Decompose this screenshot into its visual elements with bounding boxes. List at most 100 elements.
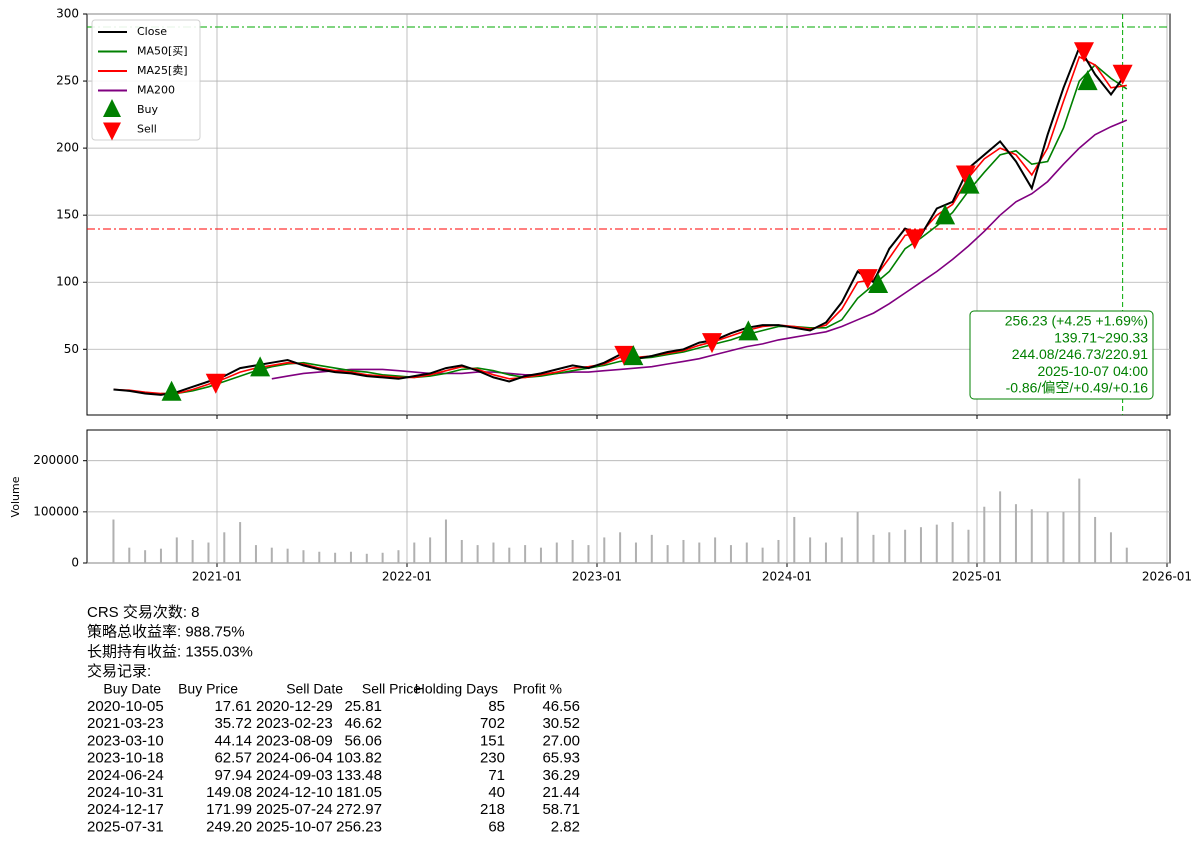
- table-cell: 36.29: [542, 767, 580, 784]
- volume-bar: [650, 534, 653, 563]
- volume-bar: [777, 539, 780, 563]
- legend-label: Sell: [137, 123, 157, 136]
- volume-bar: [1109, 532, 1112, 563]
- buy-marker: [1077, 70, 1098, 91]
- volume-bar: [191, 539, 194, 563]
- summary-line: 交易记录:: [87, 662, 151, 680]
- volume-bar: [745, 542, 748, 563]
- info-text: 139.71~290.33: [1054, 329, 1148, 345]
- sell-marker: [904, 229, 925, 250]
- sell-marker: [857, 269, 878, 290]
- buy-marker: [738, 320, 759, 341]
- series-line: [271, 119, 1128, 380]
- y-tick-label: 250: [56, 74, 79, 88]
- table-cell: 2025-07-31: [87, 818, 164, 835]
- table-cell: 133.48: [336, 767, 382, 784]
- volume-bar: [1062, 511, 1065, 563]
- table-cell: 2024-09-03: [256, 767, 333, 784]
- volume-bar: [587, 545, 590, 563]
- volume-bar: [935, 524, 938, 563]
- table-cell: 30.52: [542, 715, 580, 732]
- volume-bar: [983, 506, 986, 563]
- volume-bar: [682, 539, 685, 563]
- volume-bar: [270, 547, 273, 563]
- volume-bar: [302, 550, 305, 563]
- table-cell: 2023-10-18: [87, 750, 164, 767]
- volume-bar: [429, 537, 432, 563]
- legend-swatch: [103, 99, 121, 117]
- legend-swatch: [103, 122, 121, 141]
- y-tick-label: 300: [56, 7, 79, 21]
- table-cell: 58.71: [542, 801, 580, 818]
- volume-bar: [365, 553, 368, 563]
- volume-bar: [729, 545, 732, 563]
- legend-box: [91, 19, 201, 141]
- buy-marker: [250, 356, 271, 377]
- table-cell: 181.05: [336, 784, 382, 801]
- volume-bar: [761, 547, 764, 563]
- y-tick-label: 50: [64, 342, 79, 356]
- table-cell: 46.62: [344, 715, 382, 732]
- table-cell: 702: [480, 715, 505, 732]
- volume-bar: [666, 545, 669, 563]
- table-cell: 2024-10-31: [87, 784, 164, 801]
- table-cell: 2.82: [551, 818, 580, 835]
- y-tick-label: 0: [71, 556, 79, 570]
- volume-bar: [999, 491, 1002, 563]
- volume-bar: [318, 551, 321, 563]
- volume-bar: [492, 542, 495, 563]
- table-cell: 2024-12-17: [87, 801, 164, 818]
- table-cell: 2020-10-05: [87, 698, 164, 715]
- volume-bar: [1125, 547, 1128, 563]
- volume-bar: [413, 542, 416, 563]
- table-cell: 218: [480, 801, 505, 818]
- volume-bar: [1030, 509, 1033, 563]
- summary-line: 长期持有收益: 1355.03%: [87, 643, 253, 660]
- info-text: -0.86/偏空/+0.49/+0.16: [1006, 380, 1149, 396]
- table-cell: 68: [488, 818, 505, 835]
- volume-bar: [223, 532, 226, 563]
- table-cell: 97.94: [214, 767, 252, 784]
- volume-bar: [856, 511, 859, 563]
- table-cell: 35.72: [214, 715, 252, 732]
- table-cell: 2023-03-10: [87, 732, 164, 749]
- volume-bar: [1094, 516, 1097, 563]
- table-cell: 272.97: [336, 801, 382, 818]
- volume-bar: [872, 534, 875, 563]
- volume-bar: [824, 542, 827, 563]
- info-text: 2025-10-07 04:00: [1037, 363, 1148, 379]
- sell-marker: [701, 333, 722, 354]
- table-header: Holding Days: [415, 681, 498, 697]
- buy-marker: [959, 173, 980, 194]
- y-tick-label: 100: [56, 275, 79, 289]
- table-cell: 151: [480, 732, 505, 749]
- volume-bar: [444, 519, 447, 563]
- table-cell: 62.57: [214, 750, 252, 767]
- volume-frame: [86, 429, 1171, 564]
- volume-bar: [508, 547, 511, 563]
- table-cell: 25.81: [344, 698, 382, 715]
- table-cell: 171.99: [206, 801, 252, 818]
- y-tick-label: 100000: [33, 504, 79, 518]
- volume-bar: [207, 542, 210, 563]
- y-axis-label: Volume: [9, 476, 22, 517]
- volume-bar: [397, 550, 400, 563]
- table-header: Buy Date: [103, 681, 161, 697]
- x-tick-label: 2023-01: [572, 570, 622, 584]
- buy-marker: [161, 380, 182, 401]
- volume-bar: [334, 552, 337, 563]
- legend-label: Close: [137, 25, 167, 38]
- y-tick-label: 150: [56, 208, 79, 222]
- volume-bar: [159, 548, 162, 563]
- volume-bar: [144, 550, 147, 563]
- volume-bar: [476, 545, 479, 563]
- legend-label: Buy: [137, 103, 159, 116]
- sell-marker: [955, 165, 976, 186]
- volume-bar: [793, 516, 796, 563]
- legend-label: MA200: [137, 84, 175, 97]
- table-cell: 2020-12-29: [256, 698, 333, 715]
- volume-bar: [1046, 511, 1049, 563]
- volume-bar: [571, 539, 574, 563]
- volume-bar: [112, 519, 115, 563]
